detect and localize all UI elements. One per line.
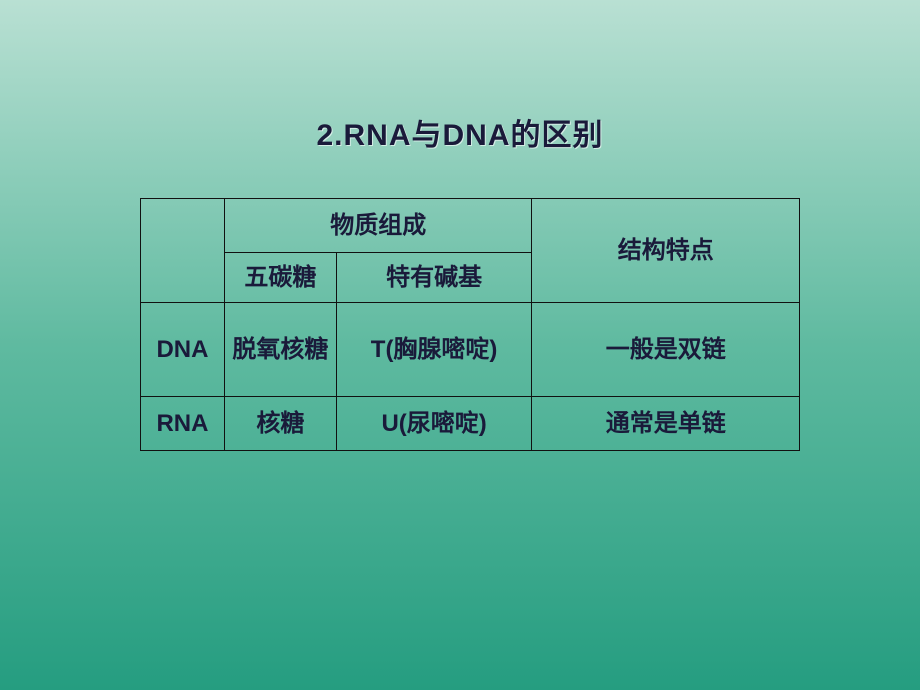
dna-label: DNA xyxy=(141,303,225,397)
table-row-dna: DNA 脱氧核糖 T(胸腺嘧啶) 一般是双链 xyxy=(141,303,800,397)
rna-base: U(尿嘧啶) xyxy=(336,397,532,451)
subheader-sugar: 五碳糖 xyxy=(224,253,336,303)
table-row-rna: RNA 核糖 U(尿嘧啶) 通常是单链 xyxy=(141,397,800,451)
dna-sugar: 脱氧核糖 xyxy=(224,303,336,397)
slide: 2.RNA与DNA的区别 物质组成 结构特点 五碳糖 特有碱基 DNA 脱氧核糖… xyxy=(0,0,920,690)
comparison-table: 物质组成 结构特点 五碳糖 特有碱基 DNA 脱氧核糖 T(胸腺嘧啶) 一般是双… xyxy=(140,198,800,451)
rna-sugar: 核糖 xyxy=(224,397,336,451)
comparison-table-container: 物质组成 结构特点 五碳糖 特有碱基 DNA 脱氧核糖 T(胸腺嘧啶) 一般是双… xyxy=(140,198,800,451)
subheader-base: 特有碱基 xyxy=(336,253,532,303)
table-header-row-1: 物质组成 结构特点 xyxy=(141,199,800,253)
header-composition: 物质组成 xyxy=(224,199,532,253)
header-blank-cell xyxy=(141,199,225,303)
dna-structure: 一般是双链 xyxy=(532,303,800,397)
rna-structure: 通常是单链 xyxy=(532,397,800,451)
rna-label: RNA xyxy=(141,397,225,451)
header-structure: 结构特点 xyxy=(532,199,800,303)
slide-title: 2.RNA与DNA的区别 xyxy=(0,110,920,154)
dna-base: T(胸腺嘧啶) xyxy=(336,303,532,397)
